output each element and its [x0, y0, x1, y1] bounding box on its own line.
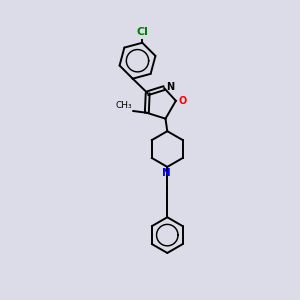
Text: N: N [166, 82, 174, 92]
Text: O: O [179, 96, 187, 106]
Text: N: N [162, 168, 171, 178]
Text: Cl: Cl [136, 27, 148, 38]
Text: CH₃: CH₃ [115, 100, 132, 109]
